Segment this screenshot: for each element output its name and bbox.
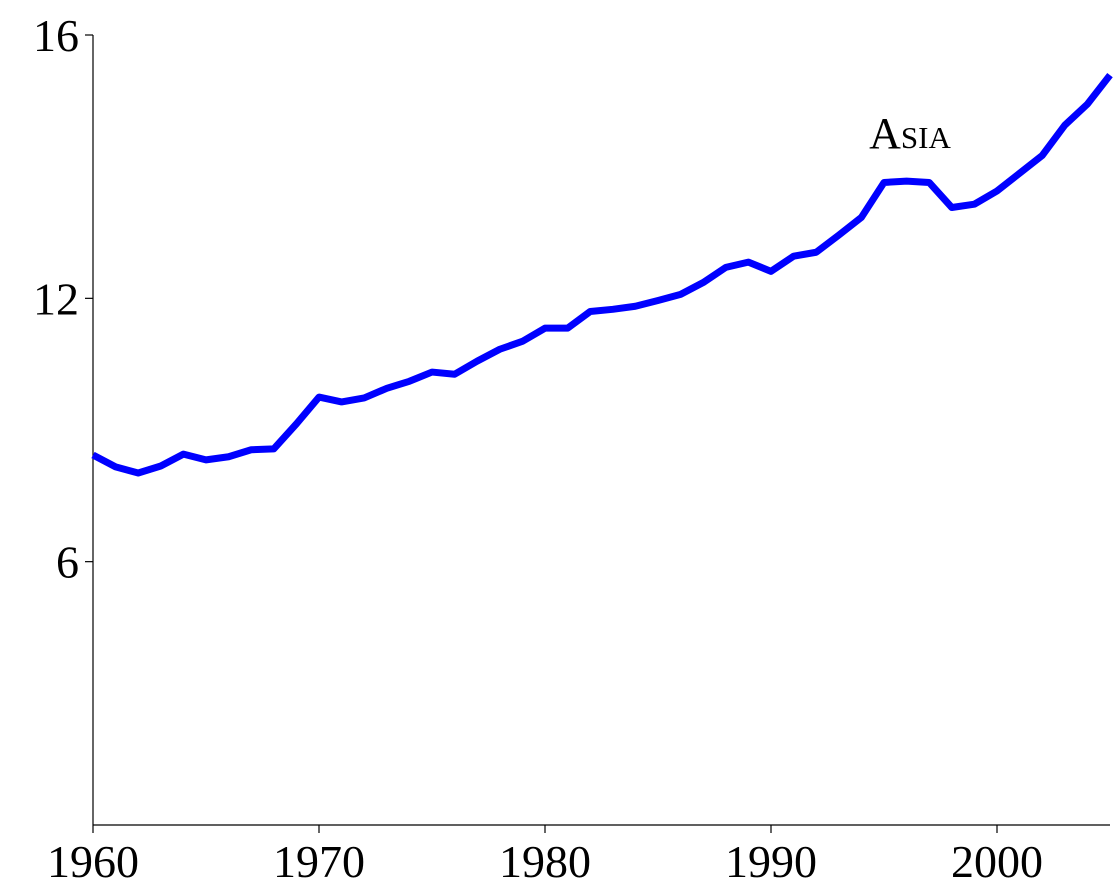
y-tick-label: 6 — [56, 537, 79, 588]
y-tick-label: 16 — [33, 10, 79, 61]
x-tick-label: 1960 — [47, 836, 139, 883]
x-tick-label: 1980 — [499, 836, 591, 883]
x-tick-label: 1990 — [725, 836, 817, 883]
x-tick-label: 1970 — [273, 836, 365, 883]
x-tick-label: 2000 — [951, 836, 1043, 883]
series-annotation: Asia — [869, 109, 951, 158]
y-tick-label: 12 — [33, 273, 79, 324]
series-line — [91, 73, 1113, 477]
